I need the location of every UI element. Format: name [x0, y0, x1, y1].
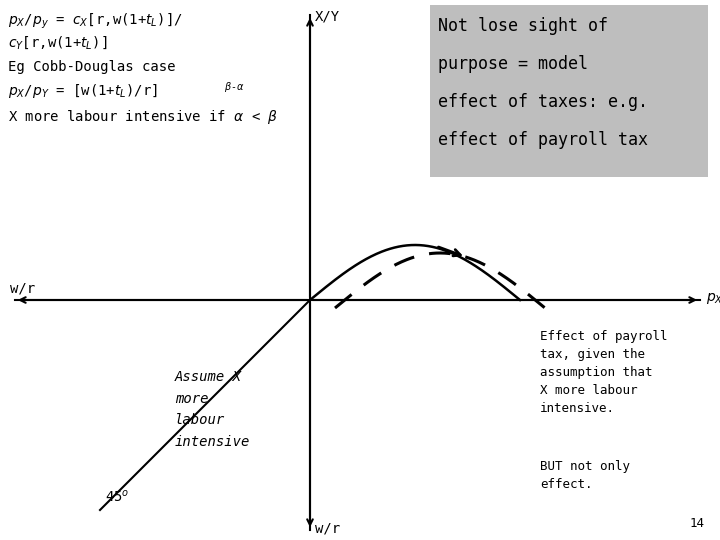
Text: Eg Cobb-Douglas case: Eg Cobb-Douglas case	[8, 60, 176, 74]
Text: $p_X$/$p_y$ = $c_X$[r,w(1+$t_L$)]/: $p_X$/$p_y$ = $c_X$[r,w(1+$t_L$)]/	[8, 12, 183, 31]
Text: Not lose sight of: Not lose sight of	[438, 17, 608, 35]
Text: effect of taxes: e.g.: effect of taxes: e.g.	[438, 93, 648, 111]
Text: Effect of payroll
tax, given the
assumption that
X more labour
intensive.: Effect of payroll tax, given the assumpt…	[540, 330, 667, 415]
Text: BUT not only
effect.: BUT not only effect.	[540, 460, 630, 491]
Text: effect of payroll tax: effect of payroll tax	[438, 131, 648, 149]
Text: purpose = model: purpose = model	[438, 55, 588, 73]
Text: w/r: w/r	[10, 282, 35, 296]
Bar	[430, 5, 708, 177]
Text: X more labour intensive if $\alpha$ < $\beta$: X more labour intensive if $\alpha$ < $\…	[8, 108, 278, 126]
Text: Assume X
more
labour
intensive: Assume X more labour intensive	[175, 370, 251, 449]
Text: 14: 14	[690, 517, 705, 530]
Text: w/r: w/r	[315, 521, 340, 535]
Text: $p_X$/$p_Y$: $p_X$/$p_Y$	[706, 289, 720, 307]
Text: 45$^o$: 45$^o$	[105, 489, 130, 505]
Text: X/Y: X/Y	[315, 10, 340, 24]
Text: $c_Y$[r,w(1+$t_L$)]: $c_Y$[r,w(1+$t_L$)]	[8, 34, 107, 51]
Text: $p_X$/$p_Y$ = [w(1+$t_L$)/r]: $p_X$/$p_Y$ = [w(1+$t_L$)/r]	[8, 82, 158, 100]
Text: $\beta$-$\alpha$: $\beta$-$\alpha$	[224, 80, 244, 94]
